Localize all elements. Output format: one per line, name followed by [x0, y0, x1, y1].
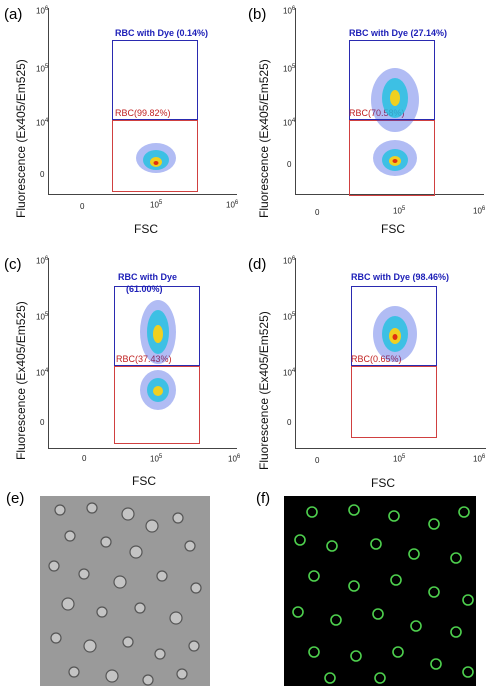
panel-c: (c) Fluorescence (Ex405/Em525) 0 104 105… — [0, 250, 245, 490]
scatter-cloud — [371, 68, 419, 176]
panel-label: (b) — [248, 6, 267, 23]
gate-rbc — [112, 120, 198, 192]
gate-top-percent: (61.00%) — [126, 284, 163, 294]
x-tick-e5: 105 — [150, 200, 163, 210]
y-tick-e4: 104 — [36, 118, 49, 128]
gate-bottom-label: RBC(37.43%) — [116, 354, 172, 364]
gate-bottom-label: RBC(0.65%) — [351, 354, 402, 364]
x-axis-label: FSC — [381, 222, 405, 236]
gate-rbc — [351, 366, 437, 438]
rbc-cells-fluorescence — [292, 504, 474, 684]
gate-rbc-with-dye — [351, 286, 437, 366]
x-tick-e6: 106 — [473, 206, 486, 216]
x-axis-label: FSC — [132, 474, 156, 488]
x-tick-e5: 105 — [393, 206, 406, 216]
gate-rbc-with-dye — [114, 286, 200, 366]
plot-area — [295, 258, 486, 449]
panel-a: (a) Fluorescence (Ex405/Em525) 0 104 105… — [0, 0, 245, 240]
y-tick-0: 0 — [40, 170, 45, 179]
gate-top-label: RBC with Dye (27.14%) — [349, 28, 448, 38]
y-tick-e4: 104 — [283, 118, 296, 128]
y-axis-label: Fluorescence (Ex405/Em525) — [257, 311, 271, 470]
gate-top-label: RBC with Dye — [118, 272, 178, 282]
scatter-cloud — [373, 306, 417, 362]
panel-label-e: (e) — [6, 490, 25, 507]
gate-rbc — [349, 120, 435, 196]
y-tick-e5: 105 — [283, 312, 296, 322]
y-tick-e6: 106 — [283, 6, 296, 16]
panel-b: (b) Fluorescence (Ex405/Em525) 0 104 105… — [245, 0, 495, 240]
y-axis-label: Fluorescence (Ex405/Em525) — [14, 301, 28, 460]
y-tick-0: 0 — [287, 160, 292, 169]
plot-area — [48, 258, 237, 449]
y-axis-label: Fluorescence (Ex405/Em525) — [14, 59, 28, 218]
y-tick-0: 0 — [287, 418, 292, 427]
panel-label-f: (f) — [256, 490, 271, 507]
x-tick-e5: 105 — [393, 454, 406, 464]
gate-bottom-label: RBC(70.58%) — [349, 108, 405, 118]
y-tick-e6: 106 — [36, 256, 49, 266]
x-tick-e6: 106 — [473, 454, 486, 464]
y-tick-e5: 105 — [36, 64, 49, 74]
y-tick-e4: 104 — [283, 368, 296, 378]
y-tick-e5: 105 — [283, 64, 296, 74]
gate-bottom-label: RBC(99.82%) — [115, 108, 171, 118]
brightfield-micrograph — [40, 496, 210, 686]
y-tick-0: 0 — [40, 418, 45, 427]
y-axis-label: Fluorescence (Ex405/Em525) — [257, 59, 271, 218]
y-tick-e6: 106 — [36, 6, 49, 16]
scatter-cloud — [140, 300, 176, 410]
fluorescence-micrograph — [284, 496, 476, 686]
panel-label: (d) — [248, 256, 267, 273]
rbc-cells-brightfield — [48, 502, 202, 686]
plot-area — [48, 8, 237, 195]
x-tick-0: 0 — [315, 208, 320, 217]
gate-rbc — [114, 366, 200, 444]
x-axis-label: FSC — [134, 222, 158, 236]
x-tick-e5: 105 — [150, 454, 163, 464]
gate-rbc-with-dye — [349, 40, 435, 120]
gate-top-label: RBC with Dye (98.46%) — [351, 272, 450, 282]
plot-area — [295, 8, 484, 195]
panel-label: (a) — [4, 6, 23, 23]
x-tick-0: 0 — [82, 454, 87, 463]
x-axis-label: FSC — [371, 476, 395, 490]
x-tick-e6: 106 — [228, 454, 241, 464]
y-tick-e4: 104 — [36, 368, 49, 378]
panel-label: (c) — [4, 256, 22, 273]
x-tick-e6: 106 — [226, 200, 239, 210]
y-tick-e5: 105 — [36, 312, 49, 322]
gate-rbc-with-dye — [112, 40, 198, 120]
scatter-cloud — [136, 143, 176, 173]
gate-top-label: RBC with Dye (0.14%) — [115, 28, 209, 38]
x-tick-0: 0 — [80, 202, 85, 211]
panel-d: (d) Fluorescence (Ex405/Em525) 0 104 105… — [245, 250, 495, 490]
x-tick-0: 0 — [315, 456, 320, 465]
y-tick-e6: 106 — [283, 256, 296, 266]
